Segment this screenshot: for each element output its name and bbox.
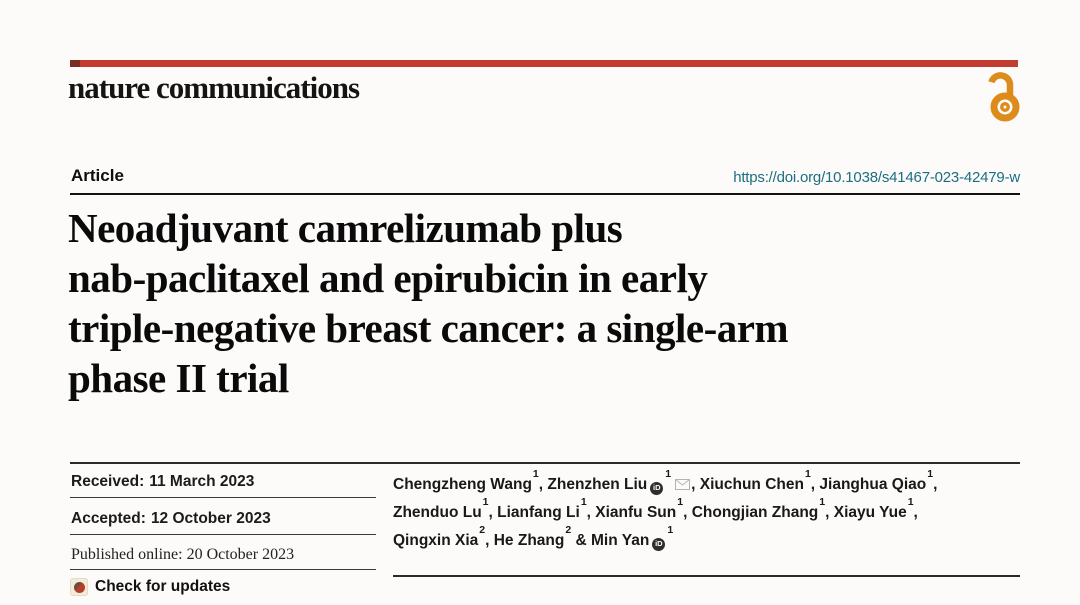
- affiliation-superscript: 1: [667, 523, 674, 536]
- authors-bottom-rule: [393, 575, 1020, 577]
- published-label: Published online:: [71, 546, 183, 563]
- affiliation-superscript: 1: [907, 495, 914, 508]
- crossmark-icon: [70, 578, 88, 596]
- author-name: Chongjian Zhang: [691, 504, 819, 521]
- crossmark-circle: [73, 581, 85, 593]
- author-name: Chengzheng Wang: [393, 476, 532, 493]
- header-rule: [70, 193, 1020, 195]
- received-value: 11 March 2023: [149, 473, 255, 490]
- affiliation-superscript: 1: [804, 467, 811, 480]
- published-date: Published online: 20 October 2023: [71, 546, 294, 564]
- check-for-updates-button[interactable]: Check for updates: [70, 578, 230, 596]
- email-icon[interactable]: [675, 472, 691, 500]
- affiliation-superscript: 2: [565, 523, 572, 536]
- affiliation-superscript: 1: [580, 495, 587, 508]
- journal-logo: nature communications: [68, 70, 360, 105]
- author-name: Xiuchun Chen: [699, 476, 804, 493]
- article-title-line: nab-paclitaxel and epirubicin in early: [68, 255, 708, 301]
- author-line: Chengzheng Wang1, Zhenzhen Liu iD1, Xiuch…: [393, 467, 1023, 500]
- meta-divider: [70, 569, 376, 570]
- article-title-line: Neoadjuvant camrelizumab plus: [68, 205, 623, 251]
- received-label: Received:: [71, 473, 145, 490]
- author-name: Xiayu Yue: [833, 504, 907, 521]
- article-title-line: phase II trial: [68, 355, 289, 401]
- author-name: Lianfang Li: [497, 504, 580, 521]
- affiliation-superscript: 1: [532, 467, 539, 480]
- affiliation-superscript: 1: [927, 467, 934, 480]
- affiliation-superscript: 1: [665, 467, 672, 480]
- author-name: Jianghua Qiao: [819, 476, 927, 493]
- author-line: Zhenduo Lu1, Lianfang Li1, Xianfu Sun1, …: [393, 495, 918, 521]
- article-title: Neoadjuvant camrelizumab plus nab-paclit…: [68, 203, 1028, 403]
- author-name: Zhenzhen Liu: [547, 476, 648, 493]
- meta-divider: [70, 497, 376, 498]
- author-name: He Zhang: [493, 532, 565, 549]
- accepted-date: Accepted: 12 October 2023: [71, 510, 271, 528]
- accepted-label: Accepted:: [71, 510, 146, 527]
- affiliation-superscript: 1: [819, 495, 826, 508]
- affiliation-superscript: 1: [482, 495, 489, 508]
- article-type-label: Article: [71, 166, 124, 185]
- masthead-red-bar-cap: [70, 60, 80, 67]
- article-title-line: triple-negative breast cancer: a single-…: [68, 305, 789, 351]
- affiliation-superscript: 2: [479, 523, 486, 536]
- author-name: Xianfu Sun: [595, 504, 677, 521]
- open-access-icon: [984, 70, 1024, 122]
- author-name: Qingxin Xia: [393, 532, 479, 549]
- masthead-red-bar: [70, 60, 1018, 67]
- doi-link[interactable]: https://doi.org/10.1038/s41467-023-42479…: [733, 169, 1020, 186]
- orcid-icon[interactable]: iD: [652, 537, 666, 551]
- check-for-updates-label: Check for updates: [95, 578, 231, 595]
- received-date: Received: 11 March 2023: [71, 473, 254, 491]
- meta-divider: [70, 534, 376, 535]
- author-line: Qingxin Xia2, He Zhang2 & Min Yan iD1: [393, 523, 674, 551]
- accepted-value: 12 October 2023: [150, 510, 271, 527]
- published-value: 20 October 2023: [186, 546, 295, 563]
- meta-top-rule: [70, 462, 1020, 464]
- author-name: Min Yan: [591, 532, 650, 549]
- orcid-icon[interactable]: iD: [650, 481, 664, 495]
- author-list: Chengzheng Wang1, Zhenzhen Liu iD1, Xiuch…: [393, 467, 1023, 555]
- author-name: Zhenduo Lu: [393, 504, 482, 521]
- affiliation-superscript: 1: [677, 495, 684, 508]
